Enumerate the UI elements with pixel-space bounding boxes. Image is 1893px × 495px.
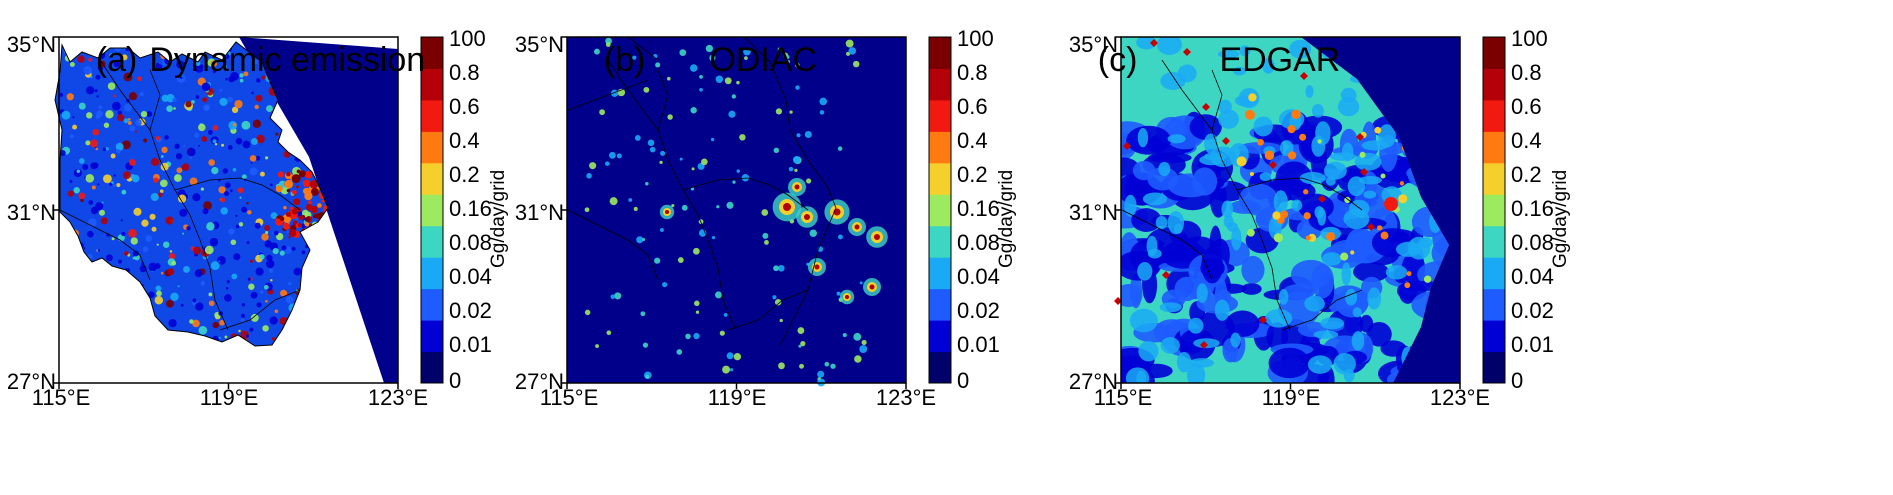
colorbar-tick: 0.02: [1511, 299, 1554, 323]
colorbar-tick: 0.02: [449, 299, 492, 323]
colorbar-segment: [1483, 100, 1505, 132]
colorbar-segment: [1483, 131, 1505, 163]
colorbar-label: Gg/day/grid: [996, 170, 1018, 268]
colorbar-segment: [929, 352, 951, 384]
colorbar-segment: [929, 131, 951, 163]
panel-title-text: Dynamic emission: [149, 41, 425, 79]
colorbar-tick: 0.01: [1511, 333, 1554, 357]
colorbar-tick: 0.16: [957, 197, 1000, 221]
colorbar-tick: 0.2: [449, 163, 480, 187]
colorbar-segment: [929, 37, 951, 69]
x-tick: 119°E: [189, 386, 269, 410]
colorbar-segment: [421, 320, 443, 352]
x-tick: 115°E: [21, 386, 101, 410]
colorbar-segment: [929, 68, 951, 100]
x-tick: 115°E: [529, 386, 609, 410]
panel-label: (b): [604, 41, 646, 79]
x-tick: 119°E: [697, 386, 777, 410]
panel-title-text: ODIAC: [709, 41, 817, 79]
colorbar-segment: [1483, 194, 1505, 226]
y-tick: 35°N: [1050, 33, 1118, 57]
panel-label: (a): [96, 41, 138, 79]
colorbar-tick: 0: [1511, 369, 1523, 393]
colorbar-tick: 0.01: [449, 333, 492, 357]
panel-title: (c) EDGAR: [1060, 0, 1340, 120]
colorbar-tick: 0: [957, 369, 969, 393]
colorbar-segment: [421, 289, 443, 321]
y-tick: 31°N: [0, 201, 56, 225]
colorbar-segment: [421, 194, 443, 226]
colorbar-tick: 0.2: [1511, 163, 1542, 187]
colorbar-segment: [929, 320, 951, 352]
y-tick: 35°N: [0, 33, 56, 57]
colorbar-tick: 0.08: [1511, 231, 1554, 255]
colorbar-segment: [929, 289, 951, 321]
colorbar-segment: [1483, 257, 1505, 289]
colorbar-tick: 0.6: [449, 95, 480, 119]
colorbar-tick: 100: [449, 27, 486, 51]
x-tick: 115°E: [1083, 386, 1163, 410]
colorbar-tick: 0.08: [449, 231, 492, 255]
colorbar-tick: 0.04: [449, 265, 492, 289]
y-tick: 35°N: [496, 33, 564, 57]
x-tick: 123°E: [358, 386, 438, 410]
colorbar-segment: [929, 257, 951, 289]
panel-odiac: (b) ODIAC 35°N 31°N 27°N 115°E 119°E 123°…: [508, 0, 1139, 495]
colorbar-segment: [929, 226, 951, 258]
colorbar-tick: 0: [449, 369, 461, 393]
panel-edgar: (c) EDGAR 35°N 31°N 27°N 115°E 119°E 123°…: [1062, 0, 1693, 495]
hotspot: [1384, 197, 1398, 211]
colorbar-segment: [1483, 37, 1505, 69]
colorbar-tick: 0.4: [449, 129, 480, 153]
colorbar-tick: 0.6: [957, 95, 988, 119]
colorbar-segment: [421, 257, 443, 289]
colorbar-tick: 0.8: [957, 61, 988, 85]
colorbar-segment: [421, 226, 443, 258]
colorbar-segment: [1483, 352, 1505, 384]
colorbar-segment: [421, 131, 443, 163]
panel-title: (b) ODIAC: [566, 0, 817, 120]
colorbar-tick: 0.4: [1511, 129, 1542, 153]
colorbar-tick: 100: [1511, 27, 1548, 51]
panel-title: (a) Dynamic emission: [58, 0, 425, 120]
colorbar-segment: [929, 100, 951, 132]
colorbar-segment: [421, 352, 443, 384]
x-tick: 123°E: [866, 386, 946, 410]
colorbar-tick: 0.04: [1511, 265, 1554, 289]
colorbar-tick: 0.16: [1511, 197, 1554, 221]
colorbar-segment: [1483, 68, 1505, 100]
x-tick: 123°E: [1420, 386, 1500, 410]
colorbar-segment: [929, 163, 951, 195]
colorbar-segment: [929, 194, 951, 226]
colorbar-tick: 0.02: [957, 299, 1000, 323]
colorbar-tick: 0.04: [957, 265, 1000, 289]
colorbar-tick: 0.8: [1511, 61, 1542, 85]
colorbar-tick: 0.16: [449, 197, 492, 221]
colorbar-segment: [1483, 289, 1505, 321]
colorbar-tick: 0.8: [449, 61, 480, 85]
colorbar-segment: [421, 163, 443, 195]
colorbar-tick: 0.4: [957, 129, 988, 153]
colorbar-segment: [1483, 226, 1505, 258]
colorbar-segment: [1483, 320, 1505, 352]
y-tick: 31°N: [496, 201, 564, 225]
y-tick: 31°N: [1050, 201, 1118, 225]
colorbar-tick: 100: [957, 27, 994, 51]
x-tick: 119°E: [1251, 386, 1331, 410]
colorbar-tick: 0.08: [957, 231, 1000, 255]
colorbar-tick: 0.01: [957, 333, 1000, 357]
colorbar-tick: 0.2: [957, 163, 988, 187]
colorbar-tick: 0.6: [1511, 95, 1542, 119]
colorbar-segment: [1483, 163, 1505, 195]
panel-title-text: EDGAR: [1219, 41, 1340, 79]
colorbar-label: Gg/day/grid: [1550, 170, 1572, 268]
